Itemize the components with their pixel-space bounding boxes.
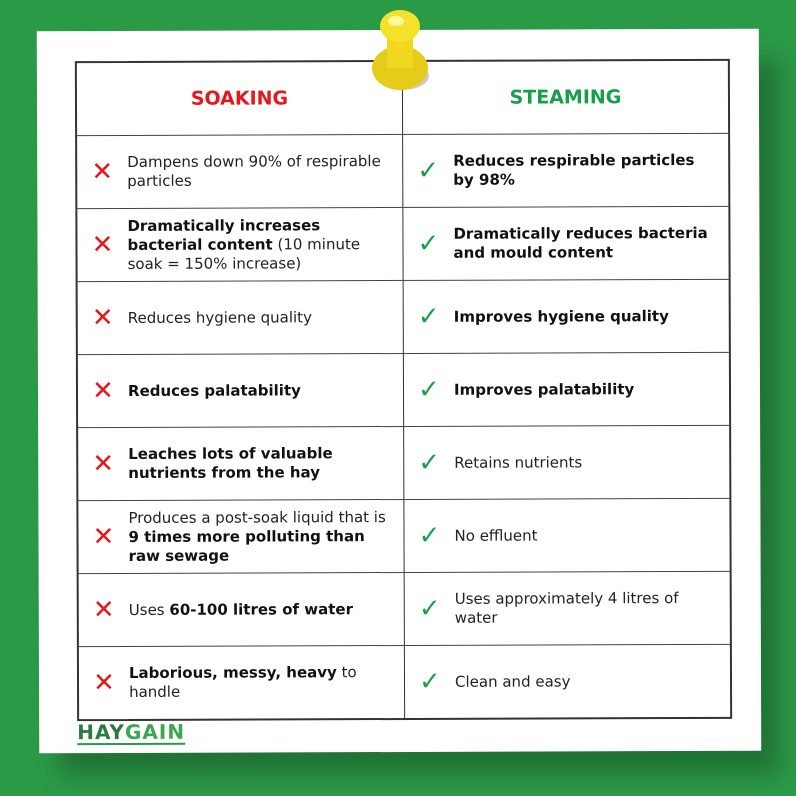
soaking-text: Leaches lots of valuable nutrients from …	[128, 444, 393, 483]
check-icon: ✓	[418, 447, 441, 478]
table-row: ✕ Uses 60-100 litres of water ✓ Uses approx…	[78, 571, 730, 648]
table-row: ✕ Laborious, messy, heavy to handle ✓ Clean…	[78, 645, 730, 720]
soaking-text: Dramatically increases bacterial content…	[127, 216, 392, 274]
soaking-text: Laborious, messy, heavy to handle	[129, 663, 394, 702]
text-segment: Dramatically reduces bacteria and mould …	[453, 223, 708, 262]
soaking-cell: ✕ Produces a post-soak liquid that is 9 t…	[78, 499, 405, 574]
check-icon: ✓	[417, 228, 440, 259]
steaming-text: Uses approximately 4 litres of water	[455, 589, 720, 628]
steaming-text: Retains nutrients	[454, 453, 582, 472]
text-segment: Improves hygiene quality	[453, 306, 669, 326]
table-row: ✕ Produces a post-soak liquid that is 9 t…	[78, 498, 730, 575]
soaking-cell: ✕ Reduces palatability	[77, 353, 405, 428]
soaking-cell: ✕ Uses 60-100 litres of water	[78, 572, 405, 647]
cross-icon: ✕	[93, 667, 115, 699]
text-segment: 60-100 litres of water	[169, 599, 353, 619]
table-row: ✕ Dramatically increases bacterial conten…	[77, 206, 729, 283]
soaking-cell: ✕ Reduces hygiene quality	[77, 280, 404, 355]
steaming-cell: ✓ Clean and easy	[405, 645, 730, 718]
text-segment: Reduces respirable particles by 98%	[453, 150, 695, 189]
steaming-cell: ✓ Dramatically reduces bacteria and mould…	[403, 207, 728, 280]
steaming-cell: ✓ Uses approximately 4 litres of water	[405, 572, 730, 645]
soaking-text: Reduces palatability	[128, 381, 301, 401]
table-row: ✕ Reduces hygiene quality ✓ Improves hygien…	[77, 279, 729, 356]
steaming-cell: ✓ Improves palatability	[404, 353, 729, 426]
soaking-text: Uses 60-100 litres of water	[129, 600, 353, 620]
soaking-text: Produces a post-soak liquid that is 9 ti…	[128, 508, 393, 566]
table-row: ✕ Reduces palatability ✓ Improves palatabil…	[77, 352, 730, 429]
check-icon: ✓	[418, 593, 441, 624]
check-icon: ✓	[419, 666, 441, 697]
steaming-cell: ✓ Reduces respirable particles by 98%	[403, 134, 728, 207]
cross-icon: ✕	[91, 302, 114, 334]
steaming-text: Improves palatability	[454, 380, 634, 400]
text-segment: Improves palatability	[453, 379, 635, 399]
text-segment: Dampens down 90% of respirable particles	[127, 152, 381, 190]
check-icon: ✓	[417, 301, 440, 332]
steaming-cell: ✓ No effluent	[404, 499, 729, 572]
check-icon: ✓	[417, 155, 440, 186]
text-segment: Uses approximately 4 litres of water	[454, 589, 679, 627]
steaming-text: Clean and easy	[455, 672, 571, 691]
soaking-header: SOAKING	[76, 61, 404, 136]
text-segment: Produces a post-soak liquid that is	[128, 507, 386, 527]
steaming-text: Reduces respirable particles by 98%	[453, 151, 718, 190]
text-segment: Retains nutrients	[454, 452, 583, 472]
soaking-text: Reduces hygiene quality	[128, 308, 312, 328]
cross-icon: ✕	[92, 375, 114, 407]
steaming-header: STEAMING	[509, 86, 622, 109]
soaking-cell: ✕ Dampens down 90% of respirable particle…	[77, 134, 404, 209]
cross-icon: ✕	[92, 448, 115, 480]
steaming-cell: ✓ Retains nutrients	[404, 426, 729, 499]
cross-icon: ✕	[92, 594, 115, 626]
steaming-text: Dramatically reduces bacteria and mould …	[453, 224, 718, 263]
haygain-logo: HAYGAIN	[77, 719, 186, 746]
text-segment: Reduces hygiene quality	[127, 307, 312, 327]
note-paper: SOAKING STEAMING ✕ Dampens down 90% of re…	[36, 28, 762, 754]
text-segment: Uses	[128, 600, 170, 619]
text-segment: Leaches lots of valuable nutrients from …	[128, 444, 333, 482]
steaming-cell: ✓ Improves hygiene quality	[404, 280, 729, 353]
text-segment: Clean and easy	[454, 671, 571, 691]
cross-icon: ✕	[92, 521, 115, 553]
check-icon: ✓	[418, 374, 440, 405]
text-segment: 9 times more polluting than raw sewage	[128, 526, 365, 565]
steaming-text: No effluent	[454, 526, 537, 545]
table-row: ✕ Leaches lots of valuable nutrients from…	[78, 425, 730, 502]
soaking-cell: ✕ Leaches lots of valuable nutrients from…	[78, 426, 405, 501]
soaking-cell: ✕ Laborious, messy, heavy to handle	[78, 645, 406, 720]
soaking-cell: ✕ Dramatically increases bacterial conten…	[77, 207, 404, 282]
comparison-table: SOAKING STEAMING ✕ Dampens down 90% of re…	[74, 58, 733, 722]
text-segment: Laborious, messy, heavy	[128, 663, 337, 682]
pushpin-icon	[372, 10, 429, 90]
steaming-text: Improves hygiene quality	[454, 307, 669, 327]
check-icon: ✓	[418, 520, 441, 551]
cross-icon: ✕	[91, 229, 114, 261]
table-row: ✕ Dampens down 90% of respirable particle…	[77, 133, 729, 210]
cross-icon: ✕	[91, 156, 114, 188]
text-segment: No effluent	[454, 526, 538, 545]
soaking-text: Dampens down 90% of respirable particles	[127, 152, 392, 191]
text-segment: Reduces palatability	[127, 380, 301, 400]
